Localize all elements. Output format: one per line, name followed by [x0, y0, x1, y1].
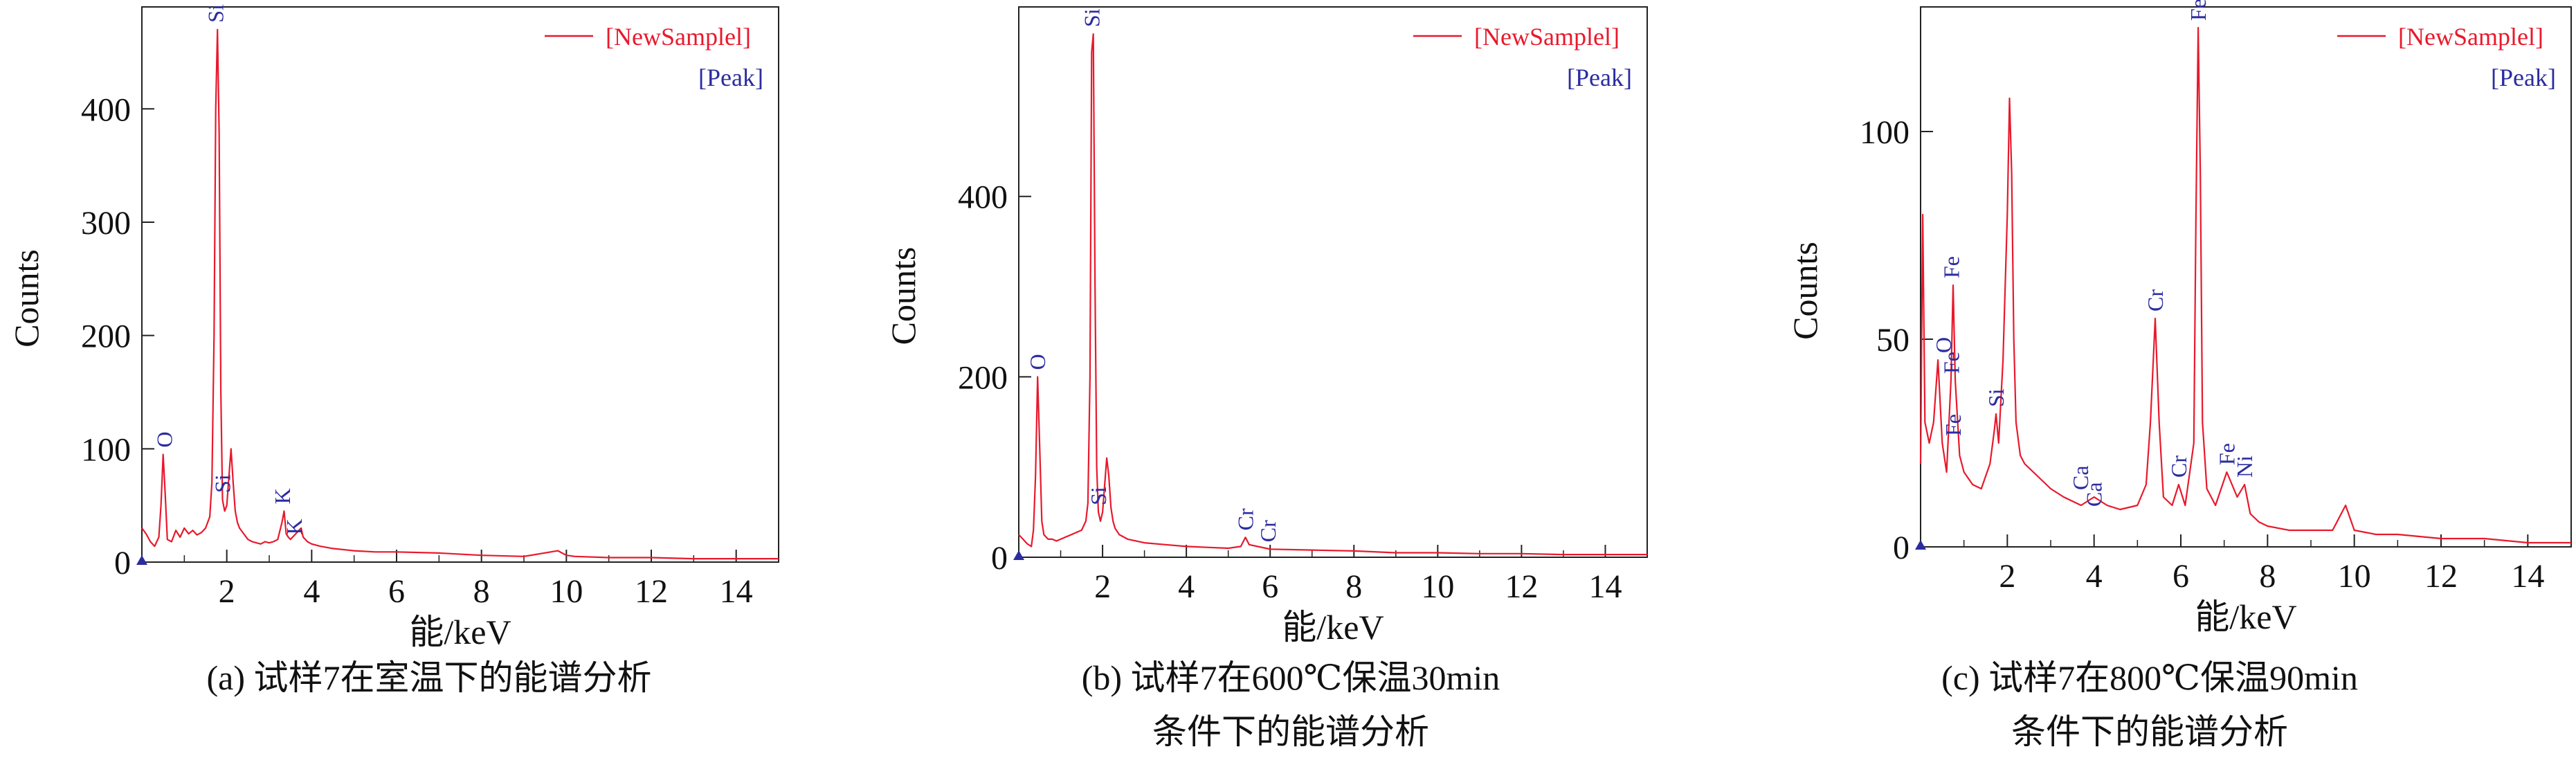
x-tick-label: 8 — [2259, 558, 2276, 595]
x-tick-label: 12 — [635, 573, 668, 610]
y-axis-label: Counts — [7, 249, 46, 348]
spectrum-line — [1919, 26, 2571, 544]
peak-label: O — [1931, 337, 1956, 353]
x-tick-label: 14 — [720, 573, 753, 610]
x-tick-label: 4 — [1178, 568, 1195, 605]
peak-label: Cr — [1255, 520, 1280, 542]
origin-marker — [1915, 540, 1926, 550]
x-tick-label: 14 — [1588, 568, 1622, 605]
y-tick-label: 400 — [958, 179, 1008, 216]
y-tick-label: 100 — [1860, 114, 1910, 151]
peak-label: Fe — [2186, 0, 2211, 21]
y-axis-label: Counts — [884, 247, 923, 345]
eds-chart-a: 0 100 200 300 400 2 4 6 8 10 12 14 能/keV Counts O Si Si K… — [7, 4, 779, 651]
plot-frame — [1920, 6, 2572, 548]
origin-marker — [1013, 550, 1024, 560]
x-tick-label: 6 — [388, 573, 405, 610]
x-tick-label: 6 — [1262, 568, 1278, 605]
y-tick-label: 0 — [1893, 530, 1910, 566]
y-tick-label: 400 — [81, 91, 131, 128]
x-axis-label: 能/keV — [1282, 608, 1384, 647]
y-tick-label: 200 — [958, 359, 1008, 396]
peak-label: Fe — [1941, 414, 1966, 436]
x-tick-label: 4 — [2086, 558, 2103, 595]
x-tick-label: 8 — [1345, 568, 1362, 605]
peak-label: Si — [1079, 8, 1104, 27]
origin-marker — [136, 555, 147, 565]
peak-label: Cr — [2143, 289, 2168, 312]
x-tick-label: 10 — [550, 573, 583, 610]
plot-frame — [141, 6, 779, 563]
peak-label: K — [282, 518, 307, 534]
caption-line: (b) 试样7在600℃保温30min — [1081, 658, 1500, 697]
caption-line: (c) 试样7在800℃保温90min — [1941, 658, 2358, 697]
peak-label: K — [270, 488, 295, 504]
x-tick-label: 14 — [2511, 558, 2544, 595]
peak-label: O — [1025, 354, 1050, 370]
x-tick-label: 12 — [2424, 558, 2458, 595]
legend-series-label: [NewSamplel] — [1474, 23, 1620, 51]
x-tick-label: 10 — [1421, 568, 1454, 605]
caption-a: (a) 试样7在室温下的能谱分析 — [0, 651, 858, 705]
caption-line: 条件下的能谱分析 — [1152, 712, 1429, 751]
peak-label: Si — [1086, 487, 1111, 505]
eds-panel-a: 0 100 200 300 400 2 4 6 8 10 12 14 能/keV Counts O Si Si K… — [0, 0, 858, 767]
peak-label: Cr — [1233, 508, 1258, 530]
x-tick-label: 2 — [1094, 568, 1111, 605]
x-tick-label: 10 — [2338, 558, 2371, 595]
caption-line: (a) 试样7在室温下的能谱分析 — [206, 658, 652, 697]
caption-c: (c) 试样7在800℃保温90min 条件下的能谱分析 — [1723, 651, 2576, 759]
x-axis-label: 能/keV — [2195, 597, 2296, 636]
peak-label: Fe — [1939, 352, 1963, 374]
peak-label: Ni — [2232, 455, 2257, 478]
x-tick-label: 2 — [219, 573, 235, 610]
x-tick-label: 2 — [1999, 558, 2015, 595]
y-tick-label: 300 — [81, 205, 131, 242]
peak-label: Fe — [2214, 443, 2239, 465]
legend-peak-label: [Peak] — [1567, 64, 1632, 91]
peak-label: Ca — [2082, 482, 2107, 507]
eds-panel-b: 0 200 400 2 4 6 8 10 12 14 能/keV Counts O Si Si Cr Cr [Ne… — [858, 0, 1723, 767]
eds-panel-c: 0 50 100 2 4 6 8 10 12 14 能/keV Counts O Fe Fe Fe Si Ca Ca… — [1723, 0, 2576, 767]
peak-label: Ca — [2068, 465, 2093, 490]
legend-series-label: [NewSamplel] — [2398, 23, 2543, 51]
caption-b: (b) 试样7在600℃保温30min 条件下的能谱分析 — [858, 651, 1723, 759]
plot-frame — [1018, 6, 1648, 558]
spectrum-line — [141, 28, 779, 560]
peak-label: Si — [210, 474, 235, 493]
y-tick-label: 100 — [81, 431, 131, 468]
y-tick-label: 50 — [1876, 322, 1910, 359]
peak-label: Si — [203, 4, 228, 23]
caption-line: 条件下的能谱分析 — [2011, 712, 2288, 751]
y-tick-label: 200 — [81, 318, 131, 355]
spectrum-line — [1018, 33, 1647, 556]
x-tick-label: 6 — [2173, 558, 2189, 595]
y-tick-label: 0 — [114, 545, 131, 581]
peak-label: O — [152, 431, 177, 447]
x-tick-label: 12 — [1505, 568, 1538, 605]
y-tick-label: 0 — [991, 540, 1008, 577]
x-axis-label: 能/keV — [409, 613, 511, 651]
y-axis-label: Counts — [1786, 242, 1824, 340]
x-tick-label: 8 — [473, 573, 490, 610]
legend-peak-label: [Peak] — [698, 64, 763, 91]
peak-label: Cr — [2166, 455, 2191, 478]
x-tick-label: 4 — [303, 573, 320, 610]
legend-series-label: [NewSamplel] — [606, 23, 751, 51]
peak-label: Fe — [1939, 256, 1963, 278]
peak-label: Si — [1984, 388, 2008, 407]
legend-peak-label: [Peak] — [2491, 64, 2556, 91]
